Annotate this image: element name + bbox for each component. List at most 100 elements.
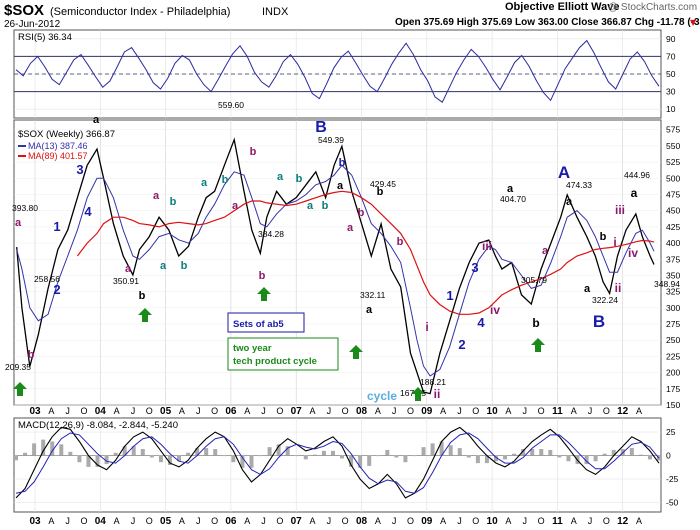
price-month-label: A [375,406,381,416]
macd-histogram-bar [267,447,272,456]
elliott-wave-label: a [631,186,638,200]
price-month-label: A [114,406,120,416]
elliott-wave-label: b [222,174,229,186]
ma13-legend: MA(13) 387.46 [28,141,88,151]
buy-arrow-icon [257,287,271,301]
macd-histogram-bar [394,455,399,458]
ma89-line [76,190,655,315]
macd-histogram-bar [448,445,453,456]
elliott-wave-label: b [358,207,365,219]
elliott-wave-label: 1 [53,219,60,234]
price-value-label: 549.39 [318,135,344,145]
macd-histogram-bar [602,453,607,456]
macd-histogram-bar [638,454,643,456]
price-tick-label: 450 [666,206,680,216]
macd-month-label: A [114,516,120,526]
price-month-label: O [342,406,349,416]
elliott-wave-label: a [15,217,22,229]
price-tick-label: 500 [666,173,680,183]
macd-histogram-bar [376,455,381,457]
price-value-label: 474.33 [566,180,592,190]
price-tick-label: 250 [666,335,680,345]
macd-histogram-bar [421,447,426,456]
price-value-label: 444.96 [624,170,650,180]
macd-histogram-bar [140,449,145,456]
macd-histogram-bar [158,455,163,463]
macd-histogram-bar [647,455,652,460]
price-month-label: O [276,406,283,416]
note-sets: Sets of ab5 [233,319,284,330]
macd-year-label: 12 [617,516,629,527]
price-value-label: 404.70 [500,194,526,204]
price-month-label: O [146,406,153,416]
price-month-label: O [538,406,545,416]
price-year-label: 07 [291,406,303,417]
price-month-label: A [440,406,446,416]
macd-month-label: A [571,516,577,526]
macd-histogram-bar [122,446,127,456]
macd-month-label: O [603,516,610,526]
macd-month-label: O [538,516,545,526]
elliott-wave-label: a [153,190,160,202]
macd-histogram-bar [566,455,571,462]
price-tick-label: 400 [666,238,680,248]
ma89-legend: MA(89) 401.57 [28,151,88,161]
elliott-wave-label: b [377,186,384,198]
macd-histogram-bar [86,455,91,467]
elliott-wave-label: a [507,183,514,195]
macd-month-label: A [505,516,511,526]
elliott-wave-label: iv [628,246,638,260]
elliott-wave-label: 4 [477,315,485,330]
macd-histogram-bar [629,448,634,456]
elliott-wave-label: i [425,320,428,334]
macd-histogram-bar [321,450,326,456]
elliott-wave-label: a [307,200,314,212]
elliott-wave-label: a [277,171,284,183]
price-value-label: 559.60 [218,100,244,110]
macd-histogram-bar [466,455,471,458]
elliott-wave-label: ii [434,387,441,401]
macd-year-label: 05 [160,516,172,527]
macd-month-label: J [261,516,266,526]
macd-histogram-bar [611,449,616,456]
macd-histogram-bar [213,449,218,456]
macd-histogram-bar [240,455,245,468]
macd-month-label: J [65,516,70,526]
price-month-label: A [48,406,54,416]
elliott-wave-label: a [160,260,167,272]
macd-month-label: A [179,516,185,526]
note-two-year: two year [233,343,272,354]
elliott-wave-label: b [259,270,266,282]
price-value-label: 429.45 [370,179,396,189]
macd-month-label: A [310,516,316,526]
macd-histogram-bar [340,455,345,459]
price-month-label: A [310,406,316,416]
elliott-wave-label: 3 [76,162,83,177]
price-month-label: A [636,406,642,416]
macd-histogram-bar [584,455,589,465]
macd-month-label: J [457,516,462,526]
note-tech-cycle: tech product cycle [233,356,317,367]
price-tick-label: 150 [666,400,680,410]
macd-histogram-bar [276,444,281,456]
exchange-label: INDX [262,6,289,18]
elliott-wave-label: a [566,196,573,208]
macd-month-label: J [523,516,528,526]
elliott-wave-label: b [28,349,35,361]
macd-histogram-bar [113,452,118,456]
symbol-title: $SOX [4,2,44,19]
elliott-wave-label: a [347,222,354,234]
price-value-label: 188.21 [420,377,446,387]
macd-histogram-bar [593,455,598,462]
macd-histogram-bar [385,449,390,456]
macd-histogram-bar [204,448,209,456]
macd-histogram-bar [95,455,100,467]
price-year-label: 06 [225,406,237,417]
elliott-wave-label: b [339,157,346,169]
elliott-wave-label: iii [482,239,492,253]
price-year-label: 09 [421,406,433,417]
macd-histogram-bar [149,455,154,458]
price-tick-label: 300 [666,303,680,313]
quote-line: Open 375.69 High 375.69 Low 363.00 Close… [395,17,700,28]
elliott-wave-label: iii [615,203,625,217]
